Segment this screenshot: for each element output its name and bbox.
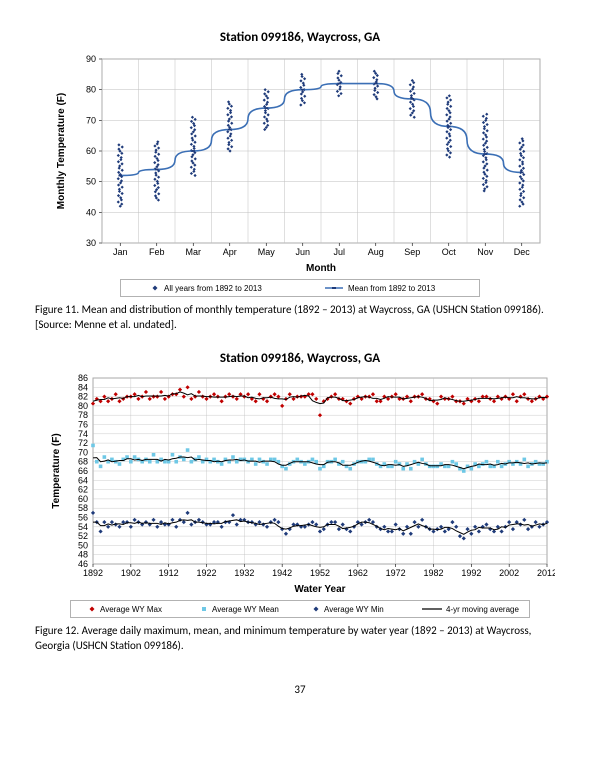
chart1-legend: All years from 1892 to 2013 Mean from 189… (35, 279, 565, 297)
svg-text:56: 56 (78, 512, 88, 522)
svg-text:Water Year: Water Year (294, 584, 345, 594)
svg-text:62: 62 (78, 484, 88, 494)
svg-text:82: 82 (78, 391, 88, 401)
chart2-plot: 4648505254565860626466687072747678808284… (45, 374, 555, 594)
svg-text:Jun: Jun (295, 247, 310, 257)
svg-text:Average WY Min: Average WY Min (324, 605, 384, 614)
figure12-caption: Figure 12. Average daily maximum, mean, … (35, 624, 565, 654)
svg-text:Temperature (F): Temperature (F) (51, 433, 62, 508)
svg-text:40: 40 (86, 207, 96, 217)
svg-text:Jan: Jan (113, 247, 128, 257)
svg-text:86: 86 (78, 374, 88, 383)
svg-text:50: 50 (86, 177, 96, 187)
svg-text:78: 78 (78, 410, 88, 420)
svg-text:Apr: Apr (223, 247, 237, 257)
svg-text:Average WY Mean: Average WY Mean (212, 605, 279, 614)
svg-text:1992: 1992 (461, 568, 481, 578)
svg-text:68: 68 (78, 456, 88, 466)
svg-text:All years from 1892 to 2013: All years from 1892 to 2013 (164, 284, 262, 293)
svg-text:4-yr moving average: 4-yr moving average (446, 605, 519, 614)
chart2-title: Station 099186, Waycross, GA (35, 351, 565, 366)
svg-text:1932: 1932 (234, 568, 254, 578)
svg-text:1922: 1922 (196, 568, 216, 578)
svg-text:Oct: Oct (442, 247, 457, 257)
svg-text:Mar: Mar (186, 247, 202, 257)
chart1-plot: 30 40 50 60 70 80 90 Jan Feb Mar Apr May Jun Jul Aug Se… (50, 53, 550, 273)
svg-text:Jul: Jul (333, 247, 345, 257)
chart1-container: 30 40 50 60 70 80 90 Jan Feb Mar Apr May Jun Jul Aug Se… (35, 53, 565, 273)
svg-text:Sep: Sep (404, 247, 420, 257)
svg-text:76: 76 (78, 419, 88, 429)
svg-text:Monthly Temperature (F): Monthly Temperature (F) (56, 93, 67, 209)
svg-text:May: May (258, 247, 276, 257)
svg-text:60: 60 (78, 494, 88, 504)
svg-text:Month: Month (306, 263, 336, 273)
svg-text:90: 90 (86, 54, 96, 64)
svg-text:66: 66 (78, 466, 88, 476)
svg-text:52: 52 (78, 531, 88, 541)
svg-text:30: 30 (86, 238, 96, 248)
svg-text:2002: 2002 (499, 568, 519, 578)
svg-text:1942: 1942 (272, 568, 292, 578)
chart1-title: Station 099186, Waycross, GA (35, 30, 565, 45)
svg-text:80: 80 (78, 401, 88, 411)
svg-text:74: 74 (78, 428, 88, 438)
svg-text:Average WY Max: Average WY Max (100, 605, 162, 614)
svg-text:72: 72 (78, 438, 88, 448)
svg-text:1902: 1902 (121, 568, 141, 578)
svg-text:1962: 1962 (348, 568, 368, 578)
svg-text:Nov: Nov (477, 247, 494, 257)
svg-text:2012: 2012 (537, 568, 555, 578)
chart2-container: 4648505254565860626466687072747678808284… (35, 374, 565, 594)
svg-text:1952: 1952 (310, 568, 330, 578)
page-number: 37 (35, 683, 565, 696)
svg-text:70: 70 (78, 447, 88, 457)
svg-text:80: 80 (86, 85, 96, 95)
svg-text:50: 50 (78, 540, 88, 550)
svg-text:48: 48 (78, 549, 88, 559)
figure11-caption: Figure 11. Mean and distribution of mont… (35, 303, 565, 333)
svg-text:1892: 1892 (83, 568, 103, 578)
svg-text:Feb: Feb (149, 247, 165, 257)
svg-text:64: 64 (78, 475, 88, 485)
svg-text:84: 84 (78, 382, 88, 392)
svg-text:58: 58 (78, 503, 88, 513)
chart2-legend: Average WY Max Average WY Mean Average WY … (35, 600, 565, 618)
svg-text:70: 70 (86, 115, 96, 125)
svg-text:1982: 1982 (423, 568, 443, 578)
svg-text:Mean from 1892 to 2013: Mean from 1892 to 2013 (348, 284, 436, 293)
svg-text:Aug: Aug (368, 247, 384, 257)
svg-text:Dec: Dec (514, 247, 531, 257)
svg-text:1972: 1972 (386, 568, 406, 578)
svg-text:54: 54 (78, 521, 88, 531)
svg-text:1912: 1912 (159, 568, 179, 578)
svg-text:60: 60 (86, 146, 96, 156)
